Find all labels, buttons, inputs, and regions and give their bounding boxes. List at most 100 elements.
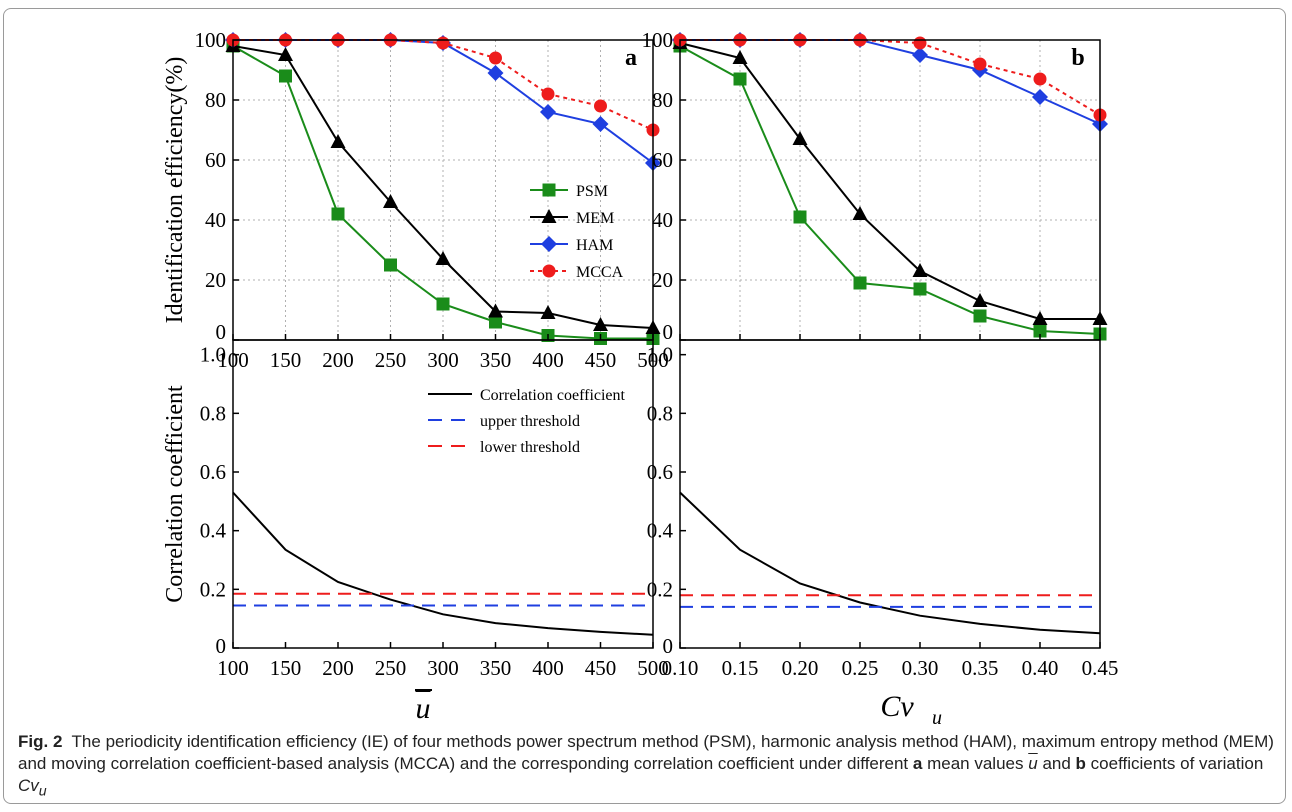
bottom-right-xtick-label: 0.15 (722, 656, 759, 680)
caption-cv: Cvu (18, 776, 47, 799)
bottom-left-ytick-label: 0.8 (200, 401, 226, 425)
bottom-right-xtick-label: 0.35 (962, 656, 999, 680)
bottom-left-xtick-label: 200 (322, 656, 354, 680)
bottom-left-xtick-label: 500 (637, 656, 669, 680)
bottom-right-xtick-label: 0.25 (842, 656, 879, 680)
top-left-xtick-label: 150 (270, 348, 302, 372)
top-right-point-mcca (973, 57, 987, 71)
top-right-ytick-label: 80 (652, 88, 673, 112)
top-right-ytick-label: 0 (663, 320, 674, 344)
top-left-xtick-label: 100 (217, 348, 249, 372)
figure-frame (3, 8, 1286, 804)
top-left-ytick-label: 60 (205, 148, 226, 172)
top-left-point-ham (592, 116, 609, 132)
top-left-ytick-label: 100 (195, 28, 227, 52)
caption-fig-label: Fig. 2 (18, 732, 63, 751)
bottom-left-xlabel: u (416, 692, 431, 725)
caption-letter-b: b (1075, 754, 1086, 773)
top-right-series-line-psm (679, 45, 1101, 335)
bottom-left-xtick-label: 300 (427, 656, 459, 680)
top-left-point-psm (384, 258, 397, 272)
bottom-right-ytick-label: 0.4 (647, 519, 674, 543)
legend-label-upper-threshold: upper threshold (480, 413, 580, 430)
bottom-right-ytick-label: 1.0 (647, 343, 673, 367)
caption-text-1: The periodicity identification efficienc… (18, 732, 1274, 773)
top-left-point-mcca (594, 99, 607, 113)
axes-layer (232, 39, 1101, 649)
top-left-ytick-label: 20 (205, 268, 226, 292)
top-left-point-psm (489, 315, 502, 329)
top-left-point-mem (383, 194, 398, 208)
caption-letter-a: a (912, 754, 923, 773)
top-right-point-mcca (913, 36, 927, 50)
top-right-point-psm (853, 276, 867, 290)
caption-cv-sub: u (38, 783, 47, 800)
top-right-point-mem (912, 263, 928, 277)
series-layer (225, 32, 1108, 636)
caption-text-2: mean values (927, 754, 1024, 773)
top-left-point-ham (540, 104, 556, 120)
top-left-point-psm (331, 207, 345, 221)
top-right-point-psm (973, 309, 987, 323)
bottom-right-ytick-label: 0.2 (647, 577, 673, 601)
top-right-panel-label: b (1071, 45, 1084, 71)
top-right-series-line-mem (679, 42, 1100, 320)
top-left-xtick-label: 450 (585, 348, 617, 372)
bottom-left-ytick-label: 0 (216, 634, 227, 658)
bottom-left-series-line-correlation-coefficient (232, 491, 654, 636)
legend-label-psm: PSM (576, 183, 608, 200)
top-right-series-line-mcca (680, 39, 1101, 116)
top-left-ytick-label: 0 (216, 320, 227, 344)
top-left-point-mcca (541, 87, 555, 101)
top-left-point-ham (487, 65, 504, 81)
legend-label-ham: HAM (576, 237, 613, 254)
bottom-left-xtick-label: 100 (217, 656, 249, 680)
top-left-xtick-label: 500 (637, 348, 669, 372)
bottom-left-ytick-label: 0.2 (200, 577, 226, 601)
top-right-point-psm (913, 282, 927, 296)
top-right-point-mcca (1033, 72, 1047, 86)
top-left-xtick-label: 350 (480, 348, 512, 372)
top-left-panel-label: a (625, 45, 637, 71)
bottom-left-ylabel: Correlation coefficient (162, 385, 188, 603)
bottom-left-ytick-label: 1.0 (200, 343, 226, 367)
top-right-point-mem (1032, 311, 1048, 325)
top-right-ytick-label: 100 (642, 28, 674, 52)
top-right-point-psm (1033, 324, 1047, 338)
legend-label-mem: MEM (576, 210, 614, 227)
bottom-right-xtick-label: 0.45 (1082, 656, 1119, 680)
bottom-right-xtick-label: 0.20 (782, 656, 819, 680)
top-left-point-mcca (436, 36, 450, 50)
caption-cv-main: Cv (18, 776, 39, 795)
top-left-point-mcca (489, 51, 502, 65)
top-left-point-mem (488, 303, 503, 318)
caption-text-4: coefficients of variation (1090, 754, 1264, 773)
bottom-right-xlabel-sub: u (932, 707, 942, 729)
legend-label-lower-threshold: lower threshold (480, 439, 580, 456)
bottom-right-xtick-label: 0.30 (902, 656, 939, 680)
legend-label-correlation-coefficient: Correlation coefficient (480, 387, 626, 404)
top-left-point-mem (593, 317, 608, 331)
caption-ubar: u (1028, 754, 1038, 773)
legend-label-mcca: MCCA (576, 264, 624, 281)
caption-text-3: and (1042, 754, 1071, 773)
top-left-point-psm (279, 69, 292, 83)
top-left-ylabel: Identification efficiency(%) (162, 57, 188, 324)
top-right-ytick-label: 60 (652, 148, 673, 172)
bottom-left-xtick-label: 250 (375, 656, 407, 680)
top-left-ytick-label: 40 (205, 208, 226, 232)
top-right-point-mem (792, 131, 808, 145)
top-left-ytick-label: 80 (205, 88, 226, 112)
bottom-left-xtick-label: 400 (532, 656, 564, 680)
top-right-point-mem (852, 206, 868, 220)
bottom-right-ytick-label: 0.6 (647, 460, 673, 484)
bottom-right-axes-frame (679, 339, 1101, 649)
bottom-left-ytick-label: 0.4 (200, 519, 227, 543)
top-right-point-ham (1032, 89, 1048, 105)
bottom-right-ytick-label: 0.8 (647, 401, 673, 425)
top-left-point-psm (436, 297, 450, 311)
bottom-left-xtick-label: 450 (585, 656, 617, 680)
top-right-ytick-label: 20 (652, 268, 673, 292)
